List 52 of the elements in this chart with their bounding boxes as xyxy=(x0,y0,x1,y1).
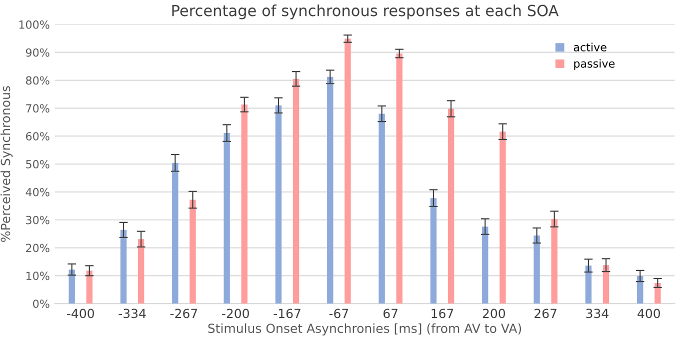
y-tick-label: 70% xyxy=(26,104,50,113)
y-tick-label: 0% xyxy=(33,300,50,308)
bar xyxy=(448,108,454,304)
bar xyxy=(534,236,540,304)
bar xyxy=(190,200,196,304)
bar xyxy=(275,105,282,304)
x-tick-label: 167 xyxy=(432,308,454,318)
x-tick-label: -167 xyxy=(274,308,300,318)
x-tick-label: -267 xyxy=(170,308,198,318)
bar xyxy=(224,133,230,304)
bar xyxy=(654,282,661,304)
bar xyxy=(637,276,644,304)
x-tick-label: -334 xyxy=(118,308,146,318)
bar xyxy=(378,114,385,304)
y-tick-label: 100% xyxy=(19,20,50,29)
bar xyxy=(500,132,506,304)
y-tick-label: 90% xyxy=(26,48,50,57)
y-axis-title: %Perceived Synchronous xyxy=(0,86,13,242)
bar xyxy=(585,266,592,304)
bar xyxy=(138,239,144,304)
x-tick-label: 67 xyxy=(384,308,398,318)
bar xyxy=(172,162,178,304)
x-tick-label: 267 xyxy=(534,308,556,318)
bar xyxy=(396,53,402,304)
x-tick-label: 400 xyxy=(638,308,660,318)
chart-title: Percentage of synchronous responses at each SOA xyxy=(172,4,559,20)
bar xyxy=(551,219,558,304)
y-tick-label: 50% xyxy=(26,160,50,168)
y-tick-label: 80% xyxy=(26,76,50,85)
x-tick-label: 334 xyxy=(586,308,608,318)
bar xyxy=(327,76,334,304)
x-tick-label: -67 xyxy=(329,308,348,318)
bar xyxy=(482,226,488,304)
y-tick-label: 40% xyxy=(26,188,50,196)
bar xyxy=(120,230,127,304)
x-axis-title: Stimulus Onset Asynchronies [ms] (from AV to VA) xyxy=(208,323,522,336)
bar xyxy=(430,198,437,304)
bar xyxy=(292,78,300,304)
bar xyxy=(86,270,93,304)
legend-label: passive xyxy=(574,59,615,70)
bar xyxy=(344,38,351,304)
y-tick-label: 60% xyxy=(26,132,50,140)
x-tick-label: -200 xyxy=(222,308,249,318)
bar xyxy=(602,265,610,304)
y-tick-label: 10% xyxy=(26,272,50,280)
bar xyxy=(68,270,75,304)
y-tick-label: 20% xyxy=(26,244,50,252)
x-tick-label: 200 xyxy=(482,308,506,318)
legend-label: active xyxy=(574,42,606,52)
x-tick-label: -400 xyxy=(67,308,94,318)
bar xyxy=(241,104,248,304)
y-tick-label: 30% xyxy=(26,216,50,224)
